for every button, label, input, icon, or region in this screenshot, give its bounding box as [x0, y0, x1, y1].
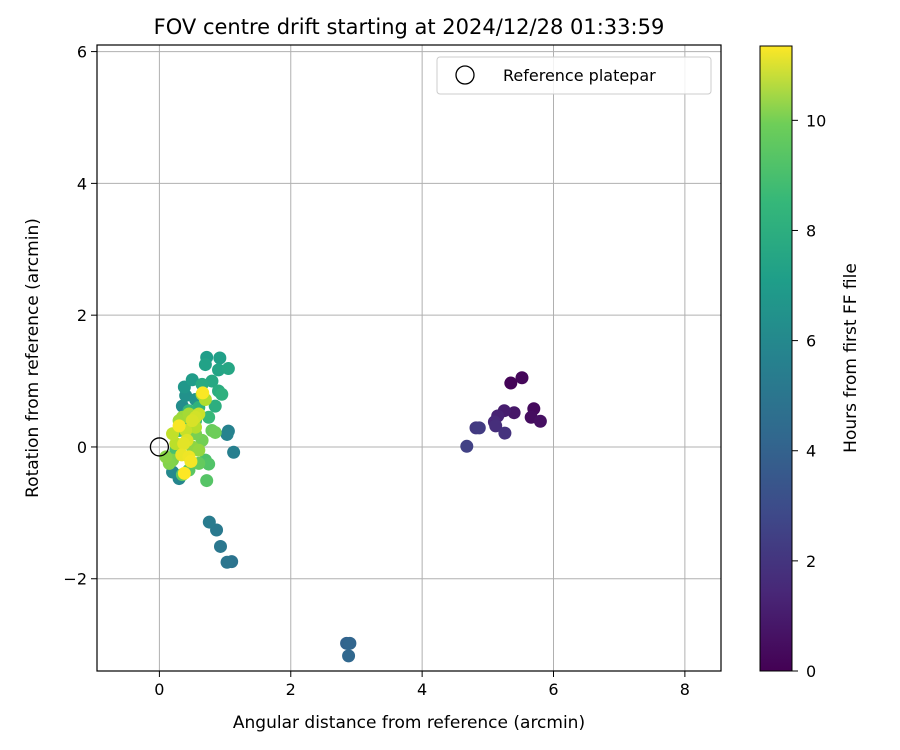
data-point: [489, 419, 503, 433]
data-point: [185, 373, 199, 387]
y-axis-ticks: −2 0 2 4 6: [63, 43, 97, 589]
data-point: [202, 457, 216, 471]
plot-frame: [96, 44, 722, 672]
grid: [97, 45, 721, 671]
colorbar-tick-label: 10: [806, 111, 826, 130]
legend-entry-reference-platepar: Reference platepar: [503, 66, 656, 85]
chart-title: FOV centre drift starting at 2024/12/28 …: [154, 15, 665, 39]
y-axis-label: Rotation from reference (arcmin): [23, 218, 43, 498]
x-axis-ticks: 0 2 4 6 8: [154, 671, 690, 699]
x-tick-label: 6: [548, 680, 558, 699]
legend: Reference platepar: [436, 56, 712, 95]
data-point: [196, 386, 210, 400]
data-point: [202, 410, 216, 424]
x-tick-label: 0: [154, 680, 164, 699]
data-point: [342, 649, 356, 663]
data-point: [215, 387, 229, 401]
data-point: [472, 421, 486, 435]
data-point: [213, 539, 227, 553]
y-tick-label: 4: [77, 174, 87, 193]
data-point: [220, 555, 234, 569]
colorbar-label: Hours from first FF file: [841, 263, 861, 453]
data-point: [202, 515, 216, 529]
data-point: [205, 374, 219, 388]
colorbar-tick-label: 8: [806, 221, 816, 240]
colorbar-tick-label: 2: [806, 552, 816, 571]
y-tick-label: 0: [77, 438, 87, 457]
data-point: [221, 362, 235, 376]
legend-reference-marker-icon: [455, 65, 475, 85]
data-point: [192, 443, 206, 457]
colorbar-tick-label: 4: [806, 442, 816, 461]
data-point: [172, 419, 186, 433]
data-points: [159, 350, 547, 663]
data-point: [208, 425, 222, 439]
legend-box: [436, 56, 712, 95]
data-point: [200, 474, 214, 488]
data-point: [498, 426, 512, 440]
colorbar-tick-label: 6: [806, 332, 816, 351]
data-point: [198, 358, 212, 372]
colorbar-ticks: 0 2 4 6 8 10: [792, 111, 826, 681]
data-point: [227, 445, 241, 459]
data-point: [343, 636, 357, 650]
y-tick-label: 6: [77, 43, 87, 62]
colorbar: 0 2 4 6 8 10 Hours from first FF file: [759, 45, 861, 681]
data-point: [212, 363, 226, 377]
data-point: [184, 454, 198, 468]
x-axis-label: Angular distance from reference (arcmin): [233, 713, 585, 733]
x-tick-label: 8: [680, 680, 690, 699]
data-point: [504, 376, 518, 390]
data-point: [533, 414, 547, 428]
y-tick-label: 2: [77, 306, 87, 325]
data-point: [213, 351, 227, 365]
data-point: [208, 399, 222, 413]
x-tick-label: 2: [286, 680, 296, 699]
colorbar-gradient: [759, 45, 793, 672]
data-point: [177, 466, 191, 480]
data-point: [220, 427, 234, 441]
data-point: [460, 439, 474, 453]
x-tick-label: 4: [417, 680, 427, 699]
data-point: [515, 371, 529, 385]
data-point: [159, 450, 173, 464]
data-point: [177, 437, 191, 451]
data-point: [185, 414, 199, 428]
reference-platepar-marker: [149, 437, 170, 457]
y-tick-label: −2: [63, 570, 87, 589]
colorbar-tick-label: 0: [806, 662, 816, 681]
data-point: [507, 406, 521, 420]
